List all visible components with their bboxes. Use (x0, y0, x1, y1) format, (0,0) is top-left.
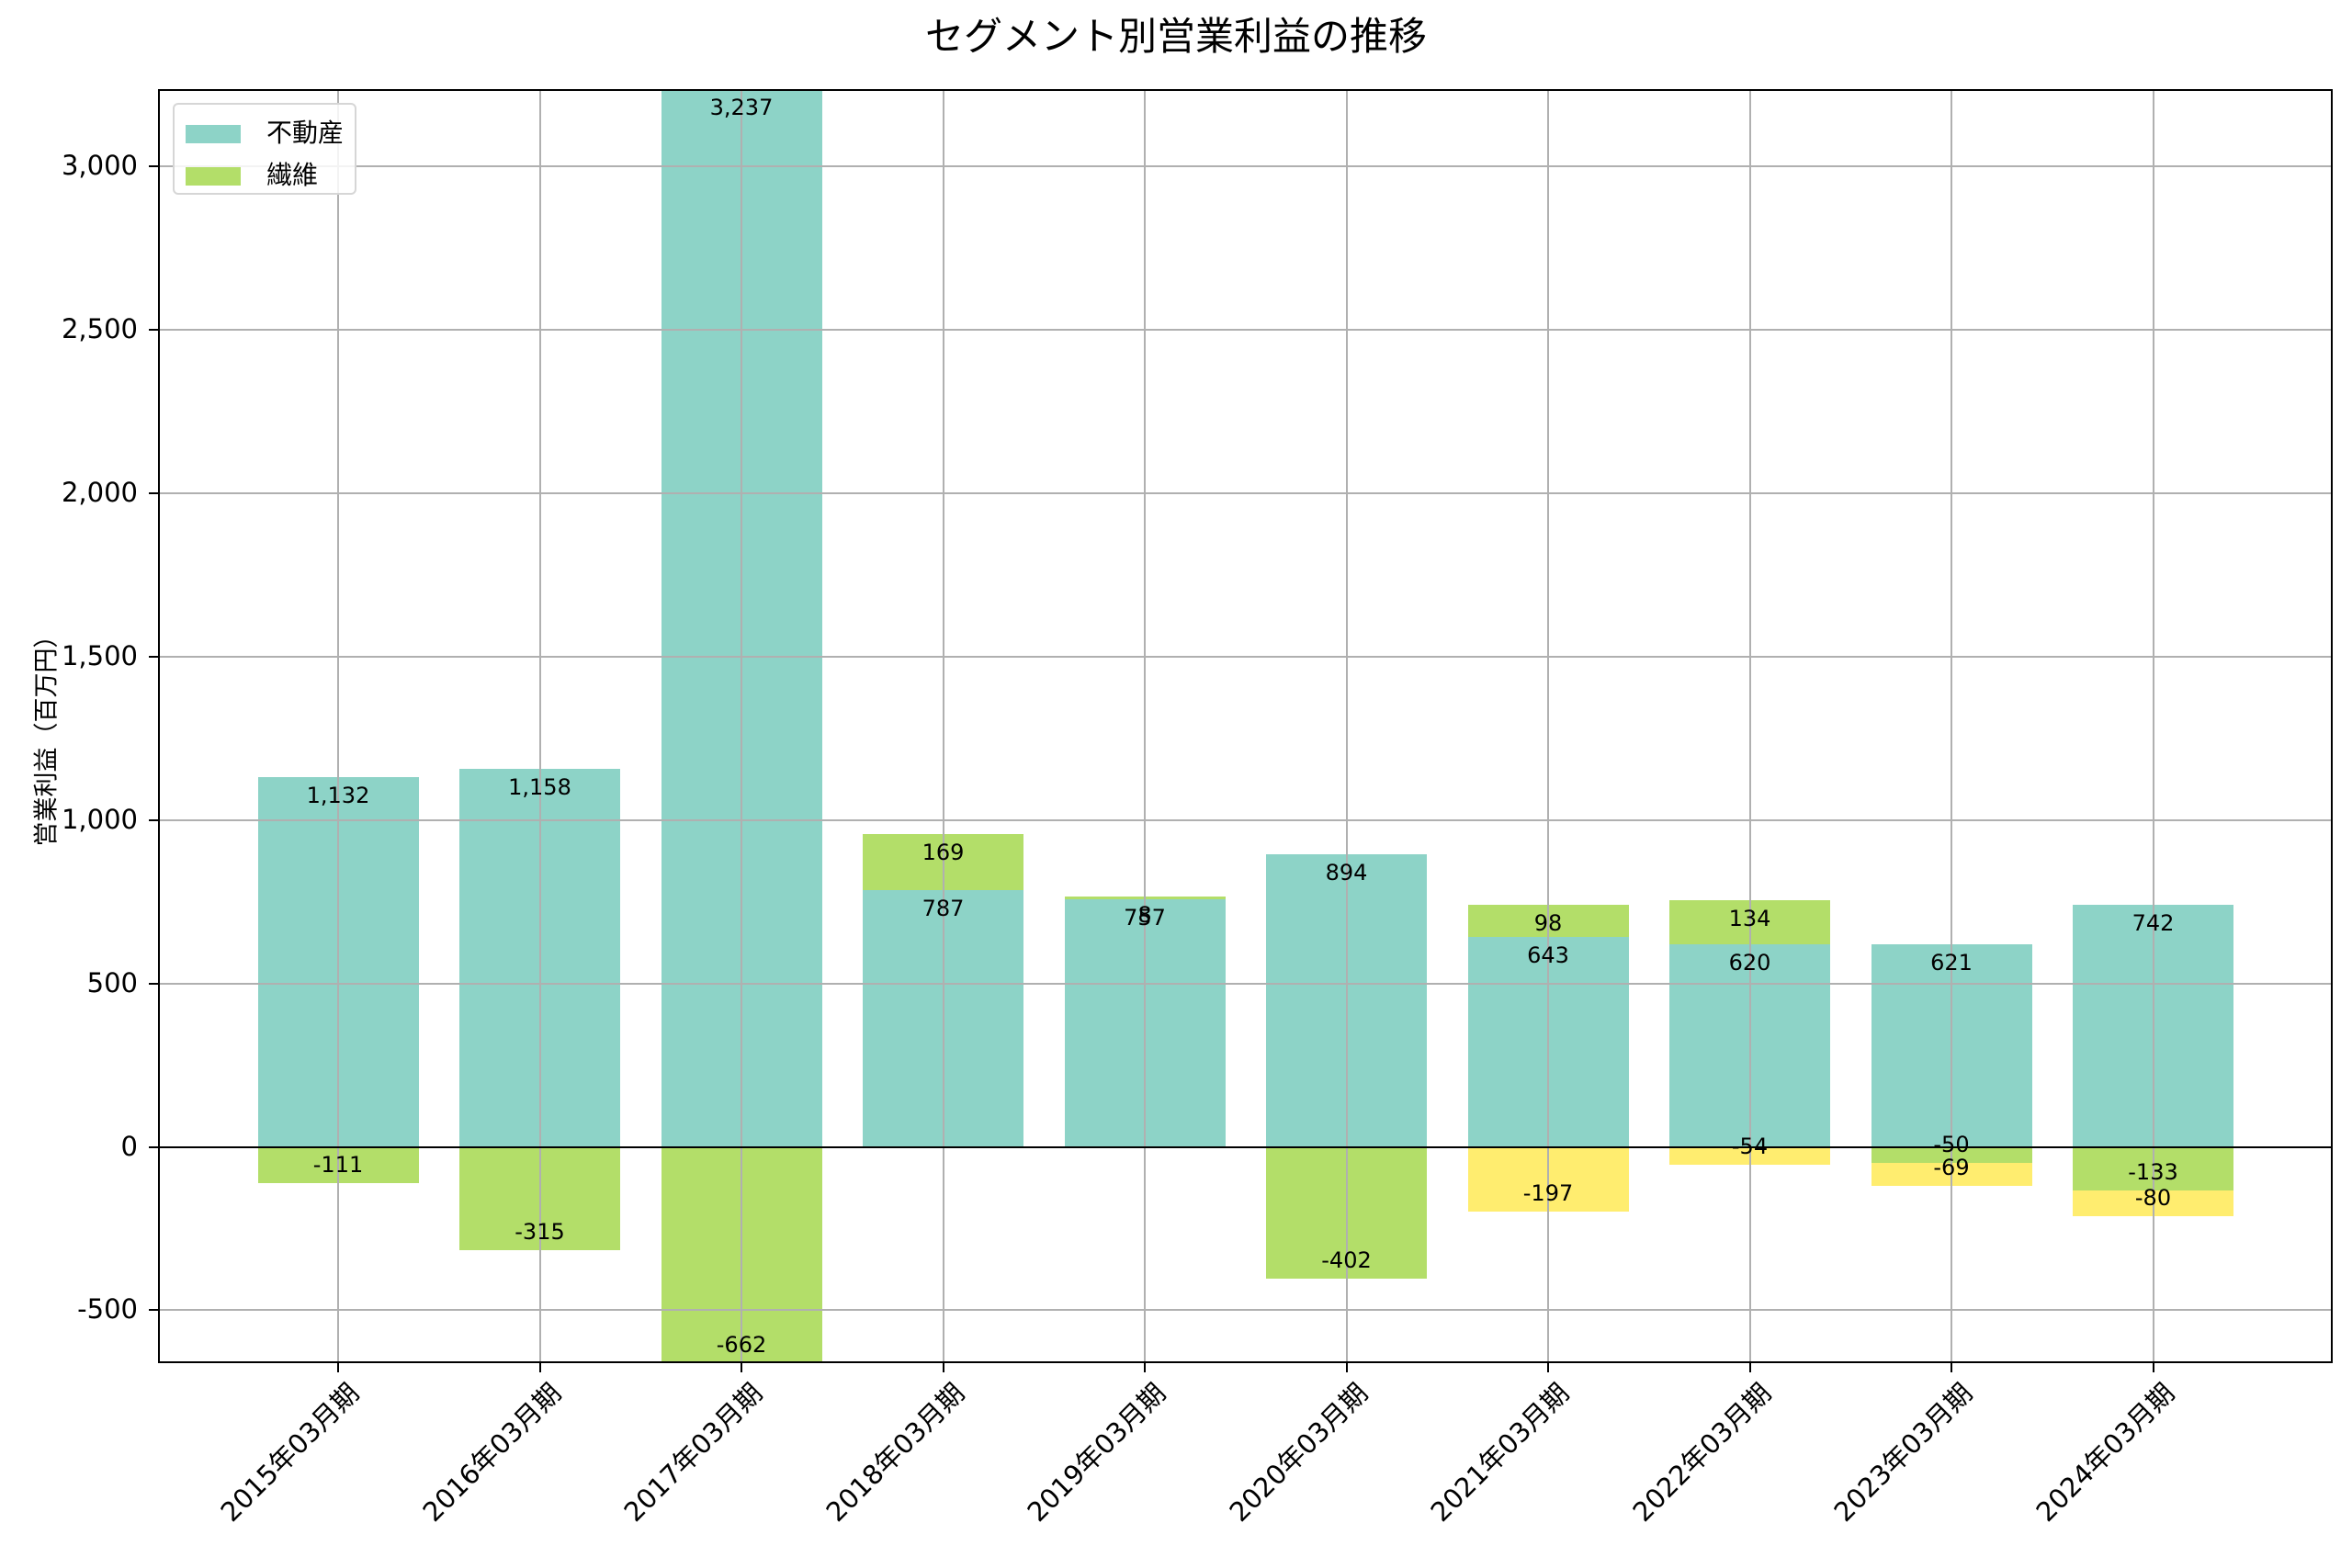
gridline-horizontal (158, 1309, 2333, 1312)
gridline-vertical (337, 89, 339, 1363)
y-tick-label: -500 (77, 1293, 138, 1325)
y-tick-label: 2,500 (61, 313, 138, 345)
gridline-horizontal (158, 655, 2333, 658)
y-tick-label: 1,000 (61, 803, 138, 835)
bar-value-label: 742 (2132, 909, 2175, 936)
bar-value-label: 757 (1124, 905, 1166, 931)
bar-value-label: -402 (1321, 1247, 1372, 1273)
x-tick-mark (1951, 1363, 1952, 1372)
bar-value-label: 3,237 (709, 95, 774, 120)
x-tick-label: 2017年03月期 (617, 1377, 769, 1529)
plot-area: 1,132 -111 1,158 -315 3,237 -662 787 169 757 8 894… (158, 89, 2333, 1363)
zero-line (158, 1145, 2333, 1148)
x-tick-mark (1345, 1363, 1348, 1372)
bar-value-label: 8 (1137, 902, 1152, 929)
y-tick-mark (149, 329, 158, 332)
x-tick-label: 2022年03月期 (1625, 1377, 1777, 1529)
y-tick-mark (149, 982, 158, 985)
gridline-vertical (942, 89, 944, 1363)
bar-value-label: 643 (1527, 942, 1569, 968)
y-tick-mark (149, 818, 158, 821)
gridline-vertical (1951, 89, 1952, 1363)
bar-value-label: 787 (922, 895, 965, 921)
x-tick-mark (337, 1363, 339, 1372)
x-tick-mark (1748, 1363, 1751, 1372)
bar-value-label: -69 (1933, 1154, 1970, 1180)
y-tick-label: 2,000 (61, 477, 138, 509)
bar-value-label: 894 (1325, 860, 1368, 886)
gridline-horizontal (158, 982, 2333, 985)
x-tick-label: 2024年03月期 (2029, 1377, 2180, 1529)
legend-label: 不動産 (266, 118, 345, 148)
x-tick-mark (538, 1363, 541, 1372)
gridline-vertical (1144, 89, 1146, 1363)
x-tick-label: 2020年03月期 (1222, 1377, 1374, 1529)
bar-value-label: -315 (514, 1218, 565, 1245)
x-tick-label: 2015年03月期 (214, 1377, 366, 1529)
bar-value-label: -80 (2134, 1185, 2172, 1212)
gridline-vertical (741, 89, 742, 1363)
legend-label: 繊維 (266, 160, 319, 190)
gridline-horizontal (158, 165, 2333, 168)
x-tick-label: 2016年03月期 (415, 1377, 567, 1529)
bar-value-label: 98 (1533, 909, 1563, 936)
x-tick-label: 2021年03月期 (1424, 1377, 1576, 1529)
legend: 不動産 繊維 (173, 103, 356, 195)
bar-value-label: -197 (1522, 1179, 1574, 1206)
gridline-vertical (1547, 89, 1549, 1363)
gridline-horizontal (158, 329, 2333, 332)
x-tick-label: 2023年03月期 (1827, 1377, 1979, 1529)
gridline-vertical (1345, 89, 1348, 1363)
y-tick-label: 3,000 (61, 150, 138, 182)
y-tick-mark (149, 1309, 158, 1312)
gridline-vertical (1748, 89, 1751, 1363)
y-tick-mark (149, 1145, 158, 1148)
x-tick-label: 2019年03月期 (1021, 1377, 1172, 1529)
gridline-horizontal (158, 492, 2333, 495)
y-tick-label: 1,500 (61, 639, 138, 671)
bar-value-label: 134 (1728, 906, 1771, 932)
x-tick-mark (1547, 1363, 1549, 1372)
bar-value-label: 169 (922, 840, 965, 866)
x-tick-mark (942, 1363, 944, 1372)
y-tick-label: 0 (120, 1130, 138, 1162)
legend-swatch-textile (186, 167, 241, 186)
x-tick-mark (741, 1363, 742, 1372)
bar-value-label: 620 (1728, 949, 1771, 976)
x-tick-label: 2018年03月期 (819, 1377, 970, 1529)
y-tick-label: 500 (86, 966, 138, 998)
bar-value-label: -662 (716, 1332, 767, 1358)
bar-value-label: -133 (2128, 1158, 2178, 1185)
chart-title: セグメント別営業利益の推移 (924, 14, 1427, 59)
x-tick-mark (2152, 1363, 2154, 1372)
y-tick-mark (149, 492, 158, 495)
y-tick-mark (149, 655, 158, 658)
gridline-vertical (538, 89, 541, 1363)
legend-swatch-real-estate (186, 125, 241, 143)
bar-value-label: 621 (1930, 949, 1973, 976)
x-tick-mark (1144, 1363, 1146, 1372)
gridline-horizontal (158, 818, 2333, 821)
bar-value-label: -54 (1731, 1133, 1769, 1159)
bar-value-label: -50 (1933, 1132, 1970, 1158)
bar-value-label: 1,158 (508, 773, 571, 800)
bar-value-label: 1,132 (306, 782, 370, 808)
y-tick-mark (149, 165, 158, 168)
bar-value-label: -111 (312, 1151, 364, 1178)
gridline-vertical (2152, 89, 2154, 1363)
